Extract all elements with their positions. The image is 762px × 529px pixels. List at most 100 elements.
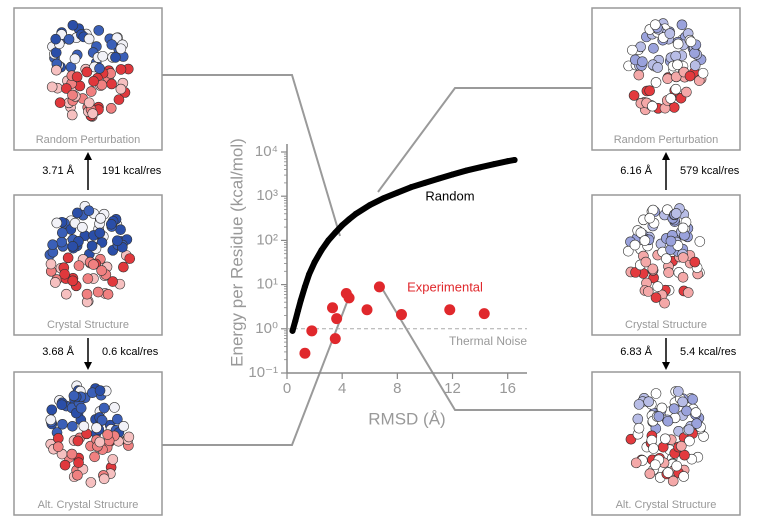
residue <box>648 43 659 54</box>
residue <box>681 86 692 98</box>
residue <box>678 471 689 482</box>
residue <box>113 94 125 105</box>
rmsd-label: 3.71 Å <box>42 164 74 177</box>
residue <box>633 69 645 81</box>
residue <box>82 273 94 284</box>
residue <box>91 422 102 433</box>
random-point <box>318 247 325 254</box>
protein-image <box>45 380 135 488</box>
energy-label: 0.6 kcal/res <box>102 346 159 358</box>
random-point <box>332 229 339 236</box>
random-point <box>477 164 484 171</box>
random-point <box>421 179 428 186</box>
residue <box>644 468 656 480</box>
residue <box>73 260 85 271</box>
residue <box>45 414 57 426</box>
y-tick-label: 10² <box>256 231 278 248</box>
panel-caption: Alt. Crystal Structure <box>38 499 139 511</box>
protein-image <box>46 20 134 122</box>
y-tick-label: 10¹ <box>256 276 278 293</box>
residue <box>665 93 677 104</box>
residue <box>694 236 706 247</box>
residue <box>630 457 642 469</box>
residue <box>677 396 688 408</box>
random-point <box>325 237 332 244</box>
residue <box>77 222 88 233</box>
residue <box>672 38 684 50</box>
connector <box>377 87 592 193</box>
residue <box>57 418 68 430</box>
residue <box>94 227 106 239</box>
residue <box>83 97 95 109</box>
arrow-head <box>662 152 670 160</box>
random-point <box>297 297 304 304</box>
residue <box>672 59 683 71</box>
residue <box>647 100 658 112</box>
residue <box>107 454 119 465</box>
residue <box>118 420 129 432</box>
random-point <box>511 156 518 163</box>
residue <box>648 443 659 454</box>
residue <box>677 252 689 263</box>
residue <box>47 239 58 250</box>
random-point <box>352 210 359 217</box>
residue <box>88 259 99 270</box>
residue <box>94 63 105 74</box>
residue <box>66 448 78 460</box>
residue <box>115 83 127 95</box>
residue <box>89 451 100 463</box>
residue <box>97 50 109 62</box>
residue <box>697 67 709 79</box>
residue <box>677 272 689 283</box>
residue <box>682 287 694 298</box>
residue <box>668 403 680 414</box>
residue <box>652 281 664 292</box>
residue <box>105 219 117 230</box>
rmsd-label: 3.68 Å <box>42 345 74 358</box>
residue <box>659 433 671 445</box>
residue <box>689 256 701 268</box>
residue <box>49 277 61 288</box>
residue <box>664 28 676 39</box>
residue <box>662 415 674 427</box>
residue <box>67 241 79 252</box>
random-point <box>311 259 318 266</box>
residue <box>644 85 655 97</box>
residue <box>67 420 78 432</box>
residue <box>112 235 123 247</box>
energy-label: 191 kcal/res <box>102 165 162 177</box>
residue <box>622 245 634 257</box>
residue <box>632 413 644 425</box>
y-tick-label: 10⁻¹ <box>248 364 278 381</box>
residue <box>71 71 83 83</box>
random-point <box>490 161 497 168</box>
residue <box>68 390 80 402</box>
energy-label: 579 kcal/res <box>680 165 740 177</box>
residue <box>72 207 83 219</box>
random-point <box>295 307 302 314</box>
residue <box>663 267 674 278</box>
residue <box>677 222 689 234</box>
panel-caption: Random Perturbation <box>36 134 141 146</box>
experimental-point <box>343 292 355 304</box>
random-point <box>301 283 308 290</box>
residue <box>650 388 662 399</box>
connector <box>162 296 350 446</box>
residue <box>94 436 106 448</box>
rmsd-label: 6.16 Å <box>620 164 652 177</box>
rmsd-label: 6.83 Å <box>620 345 652 358</box>
residue <box>45 258 57 270</box>
residue <box>98 402 110 414</box>
residue <box>102 429 113 440</box>
residue <box>60 288 72 300</box>
residue <box>102 288 114 300</box>
residue <box>59 268 70 280</box>
residue <box>50 47 62 58</box>
random-point <box>366 202 373 209</box>
residue <box>661 253 672 264</box>
residue <box>54 97 66 108</box>
residue <box>46 81 58 93</box>
connector <box>162 74 341 237</box>
residue <box>51 217 63 229</box>
random-point <box>306 271 313 278</box>
